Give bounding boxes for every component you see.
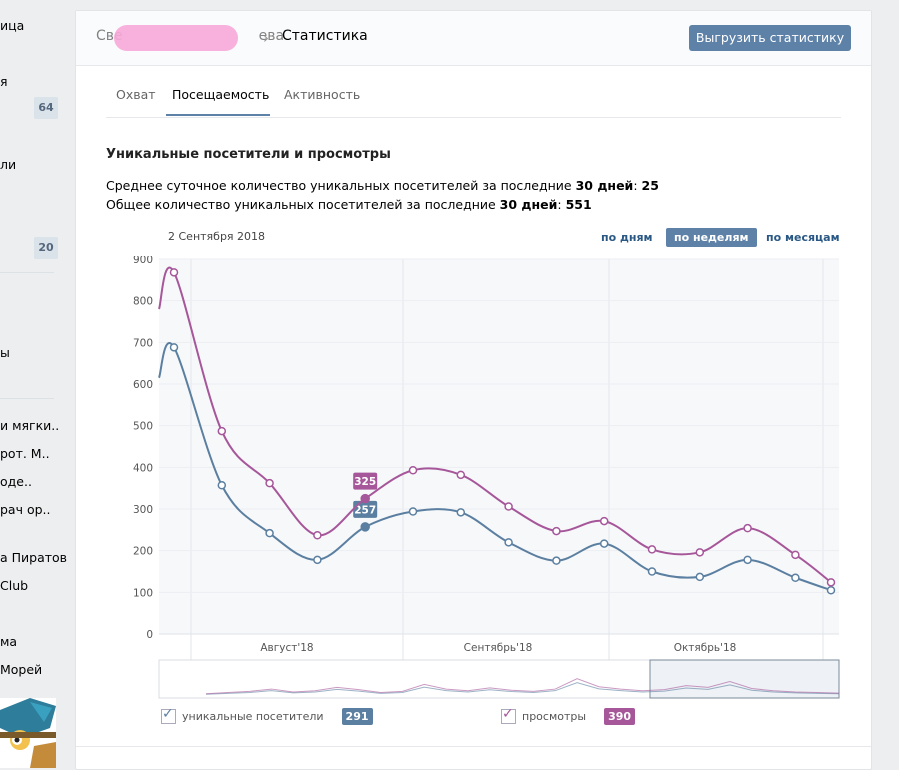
data-point-visitors [456, 508, 466, 517]
legend-visitors-value: 291 [341, 708, 373, 725]
tooltip-value-views: 325 [354, 476, 376, 488]
y-tick-label: 300 [133, 504, 153, 516]
data-point-views [217, 426, 227, 436]
left-sidebar: ица я 64 ли 20 ы и мягки.. рот. М.. оде.… [0, 0, 67, 768]
statistics-card: Све ева › Статистика Выгрузить статистику… [75, 10, 872, 770]
data-point-views [456, 470, 466, 480]
y-tick-label: 800 [133, 296, 153, 308]
y-tick-label: 700 [133, 337, 153, 349]
breadcrumb-chevron-icon: › [263, 29, 269, 47]
data-point-views [743, 523, 752, 533]
data-point-views [695, 548, 705, 557]
navigator-line [205, 678, 840, 695]
data-point-visitors [826, 586, 836, 595]
sidebar-item[interactable]: Club [0, 578, 29, 593]
y-tick-label: 900 [133, 256, 153, 266]
data-point-views [599, 516, 609, 526]
data-point-visitors [599, 539, 609, 548]
x-tick-label: Сентябрь'18 [464, 642, 533, 654]
data-point-visitors [169, 343, 179, 352]
data-point-visitors [313, 555, 322, 565]
data-point-views [791, 550, 800, 560]
data-point-views [360, 493, 370, 504]
data-point-views [552, 526, 561, 536]
data-point-visitors [265, 528, 274, 538]
data-point-visitors [695, 572, 705, 582]
data-point-views [265, 478, 274, 488]
sidebar-badge: 20 [34, 237, 58, 259]
period-days[interactable]: по дням [601, 231, 653, 244]
total-visitors: Общее количество уникальных посетителей … [106, 197, 592, 212]
visitors-chart[interactable]: 0 100 200 300 400 500 600 700 800 900 Август'18 Сен… [126, 256, 846, 706]
legend-views[interactable]: просмотры 390 [501, 706, 636, 725]
data-point-visitors [360, 522, 370, 532]
data-point-views [647, 545, 657, 554]
views-checkbox[interactable] [501, 706, 516, 724]
plot-area [159, 259, 839, 634]
legend-visitors-label: уникальные посетители [182, 710, 324, 723]
data-point-views [408, 466, 418, 475]
data-point-views [169, 268, 179, 277]
y-tick-label: 200 [133, 546, 153, 558]
section-title: Уникальные посетители и просмотры [106, 147, 391, 162]
sidebar-item[interactable]: и мягки.. [0, 418, 60, 433]
sidebar-item[interactable]: ица [0, 18, 25, 33]
tooltip-views [353, 472, 378, 490]
tab-reach[interactable]: Охват [116, 87, 156, 102]
legend-views-label: просмотры [522, 710, 587, 723]
y-tick-label: 100 [133, 587, 153, 599]
data-point-visitors [552, 556, 561, 565]
y-tick-label: 600 [133, 379, 153, 391]
x-tick-label: Август'18 [260, 642, 313, 654]
sidebar-item[interactable]: я [0, 74, 8, 89]
tab-bar: Охват Посещаемость Активность [106, 81, 841, 118]
breadcrumb-end[interactable]: ева [258, 28, 285, 44]
sidebar-item[interactable]: ма [0, 634, 18, 649]
navigator-selection [649, 659, 840, 699]
data-point-views [826, 578, 836, 587]
legend-visitors[interactable]: уникальные посетители 291 [161, 706, 373, 725]
sidebar-badge: 64 [34, 97, 58, 119]
y-tick-label: 500 [133, 421, 153, 433]
data-point-visitors [647, 567, 657, 576]
data-point-visitors [408, 507, 418, 516]
legend-views-value: 390 [604, 708, 636, 725]
page-title: Статистика [282, 28, 368, 44]
sidebar-item[interactable]: а Пиратов [0, 550, 68, 565]
avatar[interactable] [0, 698, 56, 768]
card-divider [76, 746, 871, 747]
y-tick-label: 400 [133, 462, 153, 474]
sidebar-item[interactable]: оде.. [0, 474, 32, 489]
data-point-views [504, 502, 513, 511]
export-statistics-button[interactable]: Выгрузить статистику [689, 25, 851, 51]
active-tab-indicator [166, 114, 270, 116]
redaction-blur [114, 25, 238, 51]
period-weeks[interactable]: по неделям [666, 228, 757, 247]
sidebar-divider [0, 398, 54, 399]
tab-attendance[interactable]: Посещаемость [172, 87, 270, 102]
average-daily-visitors: Среднее суточное количество уникальных п… [106, 178, 659, 193]
sidebar-item[interactable]: рач ор.. [0, 502, 51, 517]
data-point-visitors [743, 555, 752, 565]
period-months[interactable]: по месяцам [766, 231, 840, 244]
data-point-visitors [791, 573, 800, 582]
visitors-checkbox[interactable] [161, 706, 176, 724]
navigator-line [205, 682, 840, 695]
x-tick-label: Октябрь'18 [674, 642, 737, 654]
y-tick-label: 0 [146, 629, 153, 641]
avatar-image [0, 698, 56, 768]
tooltip-visitors [353, 500, 378, 518]
tooltip-value-visitors: 257 [354, 504, 376, 516]
sidebar-item[interactable]: ли [0, 157, 17, 172]
sidebar-item[interactable]: рот. М.. [0, 446, 50, 461]
card-header: Све ева › Статистика Выгрузить статистику [76, 11, 871, 66]
tab-activity[interactable]: Активность [284, 87, 361, 102]
sidebar-divider [0, 272, 54, 273]
data-point-views [313, 531, 322, 540]
data-point-visitors [217, 481, 227, 490]
data-point-visitors [504, 538, 513, 547]
sidebar-item[interactable]: ы [0, 345, 10, 360]
chart-date: 2 Сентября 2018 [168, 230, 266, 243]
sidebar-item[interactable]: Морей [0, 662, 43, 677]
